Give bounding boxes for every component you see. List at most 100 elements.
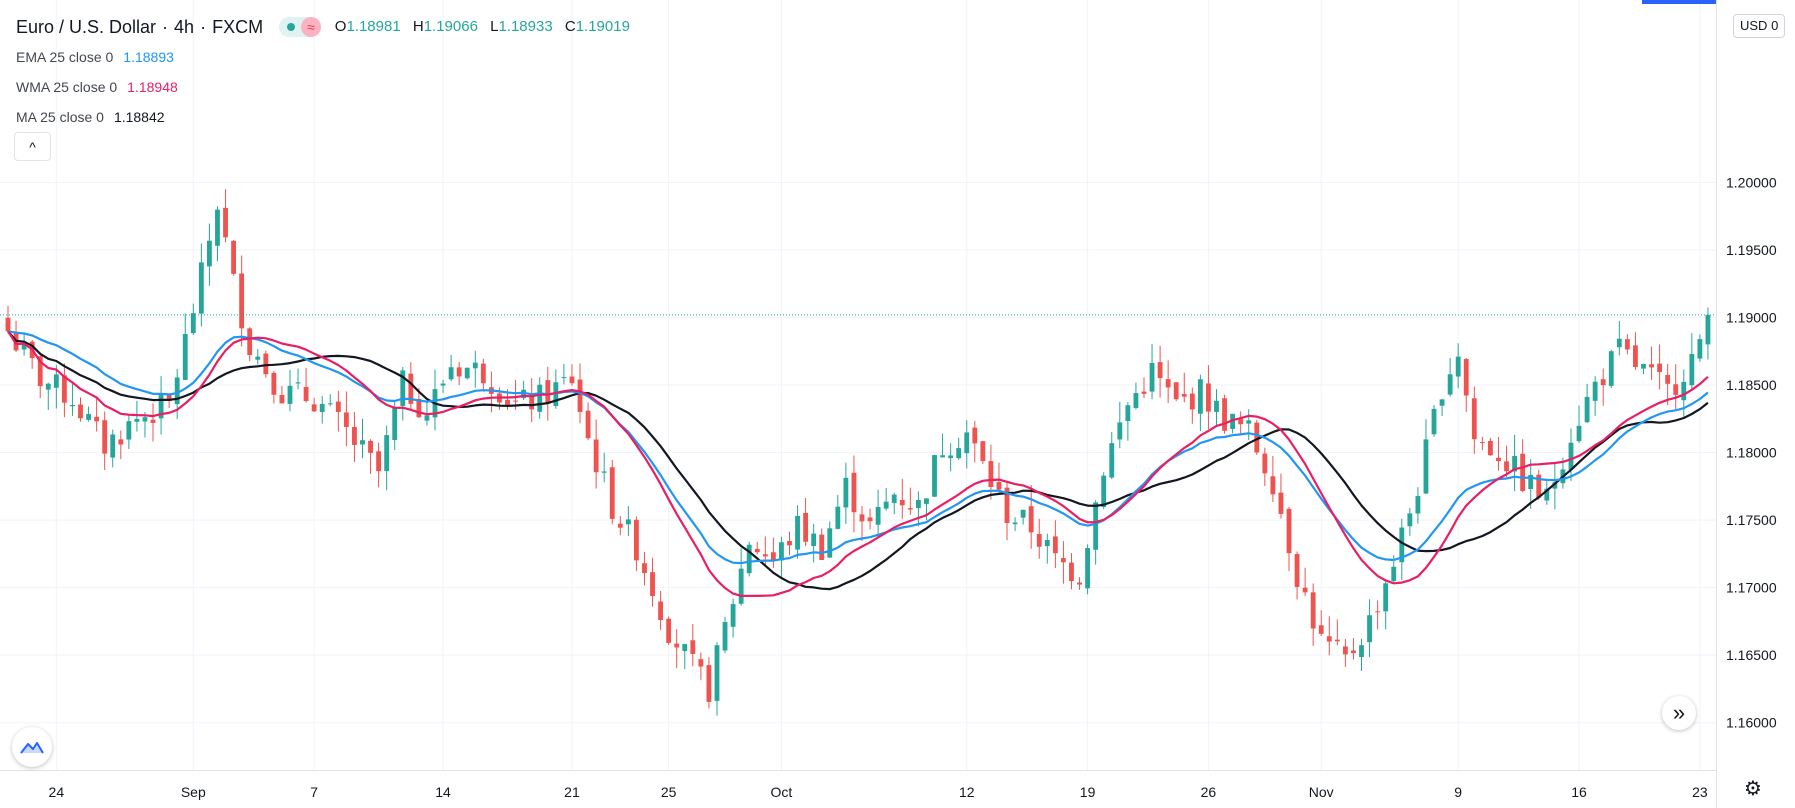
candle-body: [1471, 398, 1477, 440]
candle-body: [102, 420, 108, 454]
candle-body: [1004, 487, 1010, 523]
candle-body: [1624, 339, 1630, 350]
candle-body: [360, 440, 365, 445]
candle-body: [1133, 393, 1139, 408]
candle-body: [1463, 359, 1469, 396]
chart-legend: Euro / U.S. Dollar · 4h · FXCM ≈ O1.1898…: [16, 12, 630, 132]
candle-body: [271, 372, 277, 395]
candle-body: [795, 515, 800, 550]
candle-body: [1181, 393, 1187, 397]
candle-body: [907, 508, 913, 510]
candle-body: [190, 313, 196, 334]
candle-body: [1214, 400, 1219, 412]
candle-body: [464, 367, 470, 379]
candle-body: [513, 400, 518, 402]
currency-label: USD: [1740, 18, 1768, 33]
candle-body: [1125, 405, 1131, 422]
candle-body: [803, 512, 809, 542]
candle-body: [1641, 364, 1646, 369]
candle-body: [1326, 636, 1332, 642]
candle-body: [819, 534, 825, 560]
currency-scale-badge[interactable]: USD 0: [1733, 14, 1786, 38]
candle-body: [440, 383, 446, 386]
candle-body: [1310, 592, 1316, 629]
indicator-row-ma[interactable]: MA 25 close 0 1.18842: [16, 102, 630, 132]
market-status-pill[interactable]: ≈: [279, 17, 321, 37]
candle-body: [110, 434, 116, 458]
candle-body: [53, 374, 59, 388]
indicator-value: 1.18893: [123, 49, 174, 65]
time-tick-label: 24: [49, 784, 65, 800]
indicator-label: EMA 25 close 0: [16, 49, 114, 65]
candle-body: [1479, 442, 1485, 444]
symbol-name[interactable]: Euro / U.S. Dollar: [16, 17, 157, 37]
tradingview-logo-button[interactable]: [12, 727, 52, 767]
candle-body: [1504, 461, 1509, 472]
candle-body: [1294, 554, 1300, 587]
candle-body: [980, 441, 986, 462]
gear-icon[interactable]: ⚙: [1744, 778, 1762, 800]
ema-line: [7, 330, 1709, 565]
indicator-row-ema[interactable]: EMA 25 close 0 1.18893: [16, 42, 630, 72]
candle-body: [1020, 509, 1026, 518]
candle-body: [150, 419, 156, 423]
candle-body: [545, 380, 551, 404]
candle-body: [215, 209, 220, 246]
candle-body: [698, 659, 704, 667]
candle-body: [601, 471, 607, 473]
ohlc-values: O1.18981 H1.19066 L1.18933 C1.19019: [335, 12, 630, 42]
time-tick-label: Nov: [1309, 784, 1334, 800]
candle-body: [1657, 363, 1663, 373]
time-tick-label: 16: [1571, 784, 1587, 800]
candle-body: [956, 448, 962, 459]
candle-body: [94, 416, 100, 422]
time-tick-label: Sep: [181, 784, 206, 800]
candle-body: [714, 645, 720, 701]
candle-body: [1141, 391, 1147, 394]
candle-body: [1093, 502, 1099, 550]
candle-body: [940, 455, 945, 458]
close-value: 1.19019: [575, 18, 630, 35]
candle-body: [424, 415, 430, 421]
candle-body: [1359, 645, 1364, 658]
interval-label[interactable]: 4h: [174, 17, 195, 37]
scroll-to-realtime-button[interactable]: »: [1662, 696, 1696, 730]
candle-body: [1520, 453, 1526, 491]
candle-body: [456, 367, 462, 377]
candle-body: [537, 384, 543, 412]
candle-body: [472, 362, 478, 369]
candle-body: [1552, 482, 1558, 489]
candle-body: [754, 548, 760, 553]
candle-body: [1109, 443, 1115, 478]
price-tick-label: 1.16000: [1726, 715, 1777, 731]
candle-body: [625, 519, 631, 525]
candle-body: [1206, 383, 1211, 412]
candle-body: [182, 334, 188, 380]
candle-body: [392, 407, 398, 440]
candle-body: [1101, 475, 1107, 508]
price-tick-label: 1.20000: [1726, 174, 1777, 190]
candle-body: [303, 386, 309, 401]
candle-body: [1334, 639, 1340, 642]
candle-body: [279, 395, 285, 404]
candle-body: [1455, 356, 1461, 377]
candle-body: [480, 363, 486, 384]
candle-body: [779, 542, 784, 561]
candle-body: [1052, 536, 1058, 554]
candle-body: [1649, 364, 1654, 368]
candle-body: [1600, 379, 1606, 386]
candle-body: [1592, 381, 1598, 401]
indicator-row-wma[interactable]: WMA 25 close 0 1.18948: [16, 72, 630, 102]
candle-body: [1270, 476, 1276, 495]
price-tick-label: 1.19500: [1726, 242, 1777, 258]
candle-body: [368, 440, 373, 453]
market-open-icon: [287, 23, 296, 31]
candle-body: [1165, 379, 1171, 388]
candle-body: [682, 644, 688, 652]
candle-body: [1447, 374, 1453, 395]
candle-body: [932, 455, 937, 497]
candle-body: [1399, 527, 1405, 563]
candle-body: [730, 604, 736, 627]
collapse-legend-button[interactable]: ^: [14, 132, 51, 161]
